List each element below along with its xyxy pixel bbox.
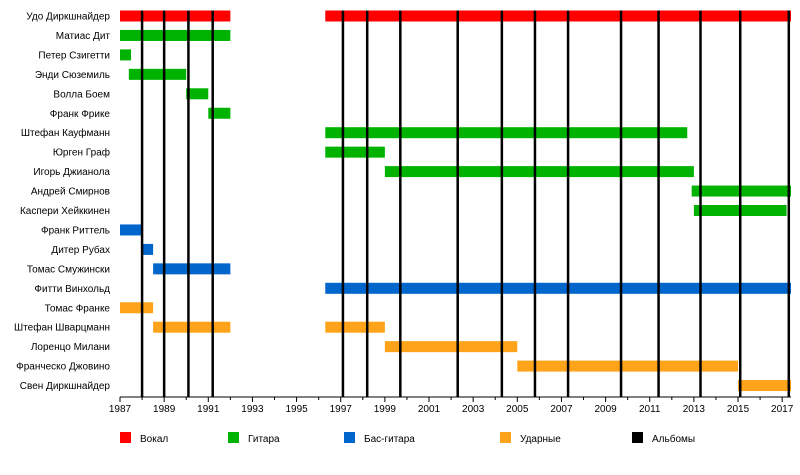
x-tick-label: 2015 <box>727 404 750 415</box>
member-label: Штефан Кауфманн <box>21 127 110 139</box>
member-row: Матиас Дит <box>56 29 231 42</box>
x-tick-label: 2003 <box>462 404 485 415</box>
x-tick-label: 1999 <box>374 404 397 415</box>
member-label: Матиас Дит <box>56 31 111 42</box>
member-bar <box>142 243 154 255</box>
member-bar <box>325 146 385 158</box>
x-tick-label: 2005 <box>506 404 529 415</box>
x-tick-label: 1991 <box>197 404 220 415</box>
member-label: Томас Франке <box>45 303 111 314</box>
legend-label: Ударные <box>520 434 561 445</box>
member-bar <box>517 360 739 372</box>
member-row: Петер Сзигетти <box>38 49 132 61</box>
legend-swatch <box>120 432 131 443</box>
member-bar <box>325 282 791 294</box>
member-label: Андрей Смирнов <box>31 187 110 198</box>
member-row: Юрген Граф <box>53 146 385 159</box>
x-tick-label: 1997 <box>330 404 353 415</box>
member-bar <box>738 380 791 392</box>
member-row: Штефан Шварцманн <box>14 321 385 334</box>
member-label: Франк Риттель <box>41 225 110 236</box>
legend-swatch <box>228 432 239 443</box>
legend-item: Вокал <box>120 432 168 445</box>
member-bar <box>120 10 231 22</box>
member-row: Удо Диркшнайдер <box>26 10 791 23</box>
member-label: Франческо Джовино <box>16 362 110 373</box>
member-bar <box>384 166 694 178</box>
x-tick-label: 2001 <box>418 404 441 415</box>
member-label: Лоренцо Милани <box>31 342 110 353</box>
legend-label: Альбомы <box>652 433 695 445</box>
member-row: Свен Диркшнайдер <box>20 380 791 392</box>
member-row: Энди Сюземиль <box>35 68 187 81</box>
legend-label: Вокал <box>140 434 168 445</box>
member-row: Фитти Винхольд <box>34 282 791 295</box>
member-row: Франк Фрике <box>50 107 231 120</box>
member-row: Каспери Хейккинен <box>20 205 787 217</box>
member-label: Петер Сзигетти <box>38 50 110 61</box>
member-row: Дитер Рубах <box>51 243 154 256</box>
member-row: Томас Смужински <box>27 263 231 275</box>
member-label: Удо Диркшнайдер <box>26 12 110 23</box>
member-label: Дитер Рубах <box>51 244 110 256</box>
member-bar <box>128 68 187 80</box>
member-row: Томас Франке <box>45 302 154 314</box>
x-tick-label: 2011 <box>639 404 661 415</box>
legend-label: Гитара <box>248 434 280 445</box>
member-bar <box>325 321 385 333</box>
member-row: Франческо Джовино <box>16 360 739 373</box>
member-row: Игорь Джианола <box>33 166 694 178</box>
x-tick-label: 1989 <box>153 404 176 415</box>
legend-item: Ударные <box>500 432 561 445</box>
member-bar <box>120 49 132 61</box>
member-bar <box>120 224 143 236</box>
member-label: Томас Смужински <box>27 264 110 275</box>
member-label: Франк Фрике <box>50 109 111 120</box>
member-label: Свен Диркшнайдер <box>20 381 111 392</box>
member-row: Штефан Кауфманн <box>21 127 688 139</box>
legend-item: Бас-гитара <box>344 432 415 445</box>
member-label: Волла Боем <box>53 89 110 100</box>
legend-item: Альбомы <box>632 432 695 445</box>
member-bar <box>120 302 154 314</box>
member-bar <box>153 321 231 333</box>
x-tick-label: 2007 <box>550 404 573 415</box>
legend-label: Бас-гитара <box>364 434 415 445</box>
member-label: Юрген Граф <box>53 147 110 159</box>
legend-item: Гитара <box>228 432 280 445</box>
member-label: Каспери Хейккинен <box>20 206 110 217</box>
member-bar <box>384 341 518 353</box>
member-row: Андрей Смирнов <box>31 185 791 198</box>
member-bar <box>325 127 688 139</box>
member-label: Штефан Шварцманн <box>14 322 110 334</box>
x-tick-label: 1987 <box>109 404 132 415</box>
member-row: Лоренцо Милани <box>31 341 518 353</box>
member-label: Игорь Джианола <box>33 167 110 178</box>
member-bar <box>186 88 209 100</box>
x-tick-label: 2009 <box>594 404 617 415</box>
member-bar <box>153 263 231 275</box>
member-label: Фитти Винхольд <box>34 284 110 295</box>
x-tick-label: 1993 <box>241 404 264 415</box>
member-bar <box>120 29 231 41</box>
legend-swatch <box>344 432 355 443</box>
member-label: Энди Сюземиль <box>35 70 110 81</box>
x-tick-label: 2013 <box>683 404 706 415</box>
x-tick-label: 2017 <box>771 404 794 415</box>
legend-swatch <box>632 432 643 443</box>
member-row: Франк Риттель <box>41 224 143 236</box>
legend-swatch <box>500 432 511 443</box>
member-row: Волла Боем <box>53 88 209 100</box>
x-tick-label: 1995 <box>285 404 308 415</box>
member-bar <box>325 10 791 22</box>
member-bar <box>208 107 231 119</box>
